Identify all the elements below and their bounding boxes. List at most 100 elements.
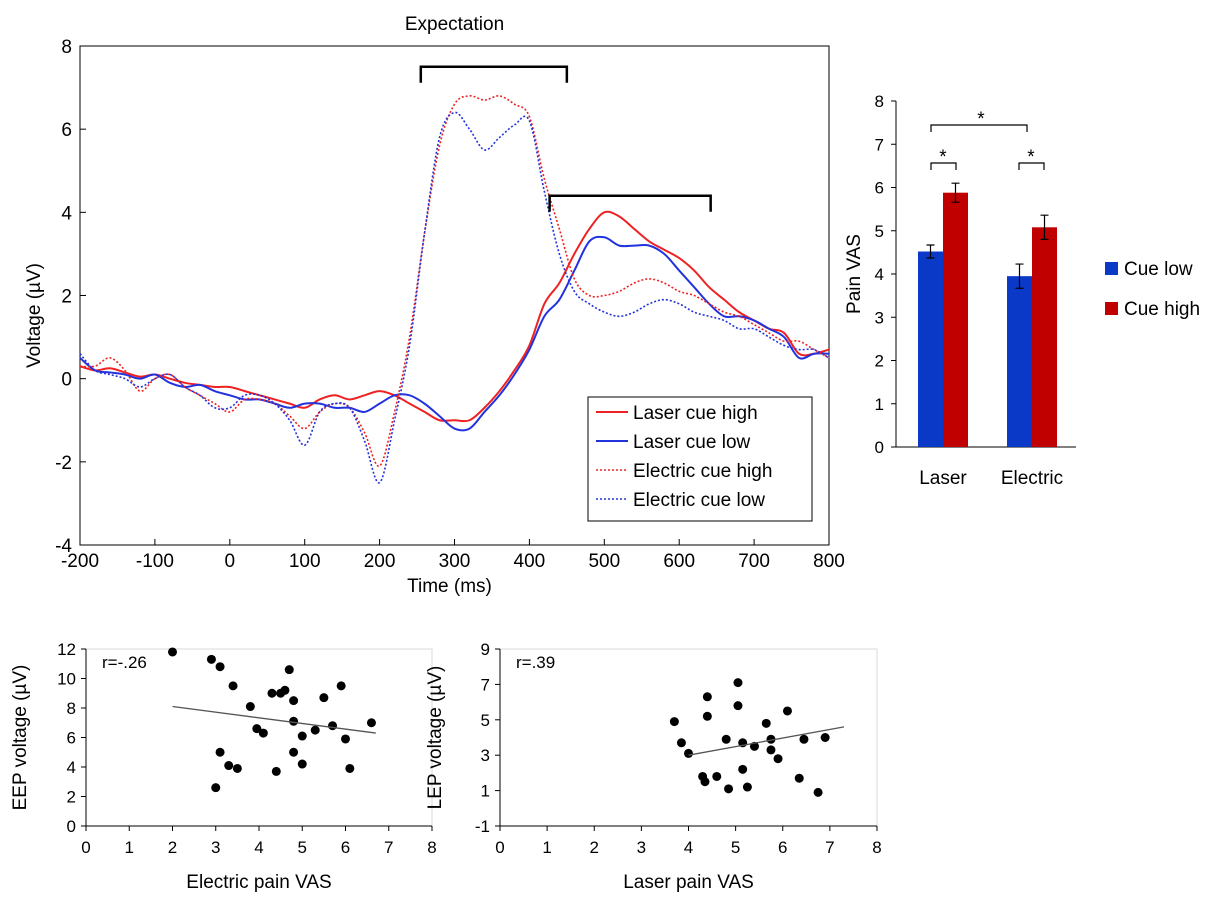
eep-data-point bbox=[345, 763, 355, 773]
bar-y-axis-label: Pain VAS bbox=[844, 234, 865, 314]
lep-data-point bbox=[813, 787, 823, 797]
lep-data-point bbox=[712, 771, 722, 781]
lep-data-point bbox=[742, 782, 752, 792]
eep-data-point bbox=[252, 724, 262, 734]
eep-data-point bbox=[336, 681, 346, 691]
bar-category-laser: Laser bbox=[919, 468, 967, 489]
lep-x-tick-label: 6 bbox=[778, 838, 787, 857]
eep-x-tick-label: 7 bbox=[384, 838, 393, 857]
bar-cue-high-electric bbox=[1032, 227, 1057, 447]
bar-cue-low-laser bbox=[918, 251, 943, 447]
bar-y-tick-label: 6 bbox=[875, 179, 884, 198]
eep-y-tick-label: 8 bbox=[67, 699, 76, 718]
lep-correlation-annotation: r=.39 bbox=[516, 653, 555, 672]
erp-time-window-bracket bbox=[548, 194, 712, 212]
legend-label-laser-cue-high: Laser cue high bbox=[633, 403, 758, 424]
bar-cue-low-electric bbox=[1007, 276, 1032, 447]
erp-series-laser-cue-low bbox=[79, 235, 830, 432]
lep-data-point bbox=[782, 706, 792, 716]
lep-x-tick-label: 8 bbox=[872, 838, 881, 857]
eep-data-point bbox=[289, 747, 299, 757]
significance-star-laser: * bbox=[939, 147, 947, 168]
bar-legend-label-cue-high: Cue high bbox=[1124, 299, 1200, 320]
bar-error-bar bbox=[926, 244, 935, 259]
lep-scatter-panel: LEP voltage (µV) Laser pain VAS r=.39 0 1… bbox=[425, 640, 882, 893]
lep-x-tick-label: 3 bbox=[637, 838, 646, 857]
erp-y-tick-label: 2 bbox=[61, 287, 72, 308]
bar-y-tick-label: 1 bbox=[875, 395, 884, 414]
bar-error-bar bbox=[1015, 263, 1024, 289]
bar-legend-label-cue-low: Cue low bbox=[1124, 259, 1193, 280]
bar-y-tick-label: 5 bbox=[875, 222, 884, 241]
bar-error-bar bbox=[1040, 214, 1049, 240]
eep-data-point bbox=[267, 688, 277, 698]
lep-x-tick-label: 4 bbox=[684, 838, 693, 857]
lep-y-tick-label: 7 bbox=[481, 675, 490, 694]
eep-x-axis-label: Electric pain VAS bbox=[186, 872, 331, 893]
erp-y-tick-label: -2 bbox=[55, 453, 72, 474]
lep-data-point bbox=[799, 734, 809, 744]
eep-trend-line bbox=[172, 705, 376, 734]
eep-x-tick-label: 8 bbox=[427, 838, 436, 857]
eep-data-point bbox=[289, 716, 299, 726]
erp-x-tick-label: 0 bbox=[225, 551, 236, 572]
lep-data-point bbox=[733, 678, 743, 688]
eep-y-tick-label: 6 bbox=[67, 729, 76, 748]
erp-time-window-bracket bbox=[419, 65, 569, 83]
eep-x-tick-label: 6 bbox=[341, 838, 350, 857]
lep-data-point bbox=[766, 734, 776, 744]
lep-data-point bbox=[702, 711, 712, 721]
lep-data-point bbox=[738, 764, 748, 774]
erp-x-axis-label: Time (ms) bbox=[407, 576, 492, 597]
erp-x-tick-label: 600 bbox=[663, 551, 695, 572]
erp-y-tick-label: -4 bbox=[55, 536, 72, 557]
eep-data-point bbox=[271, 766, 281, 776]
lep-data-point bbox=[794, 773, 804, 783]
erp-y-tick-label: 8 bbox=[61, 37, 72, 58]
legend-label-laser-cue-low: Laser cue low bbox=[633, 432, 751, 453]
eep-x-tick-label: 3 bbox=[211, 838, 220, 857]
erp-x-tick-label: -100 bbox=[136, 551, 174, 572]
significance-bracket-electric bbox=[1018, 162, 1045, 170]
eep-data-point bbox=[224, 761, 234, 771]
bar-y-tick-label: 7 bbox=[875, 135, 884, 154]
eep-data-point bbox=[228, 681, 238, 691]
eep-data-point bbox=[211, 783, 221, 793]
bar-y-tick-label: 0 bbox=[875, 438, 884, 457]
erp-panel: Expectation Voltage (µV) Time (ms) Laser… bbox=[24, 14, 845, 597]
lep-data-point bbox=[669, 717, 679, 727]
eep-y-tick-label: 2 bbox=[67, 788, 76, 807]
eep-x-tick-label: 0 bbox=[81, 838, 90, 857]
eep-data-point bbox=[168, 647, 177, 657]
bar-error-bar bbox=[951, 182, 960, 203]
significance-bracket-laser bbox=[930, 162, 957, 170]
eep-data-point bbox=[232, 763, 242, 773]
lep-data-point bbox=[724, 784, 734, 794]
eep-data-point bbox=[215, 662, 225, 672]
bar-category-electric: Electric bbox=[1001, 468, 1063, 489]
eep-y-axis-label: EEP voltage (µV) bbox=[10, 665, 31, 811]
lep-data-point bbox=[761, 718, 771, 728]
bar-y-tick-label: 2 bbox=[875, 352, 884, 371]
lep-trend-line bbox=[688, 726, 845, 756]
eep-data-point bbox=[284, 665, 294, 675]
erp-y-tick-label: 0 bbox=[61, 370, 72, 391]
eep-data-point bbox=[297, 731, 307, 741]
bar-cue-high-laser bbox=[943, 192, 968, 447]
eep-data-point bbox=[341, 734, 350, 744]
lep-y-tick-label: 5 bbox=[481, 711, 490, 730]
significance-star-modality: * bbox=[977, 109, 985, 130]
lep-data-point bbox=[684, 748, 693, 758]
lep-x-tick-label: 0 bbox=[495, 838, 504, 857]
lep-x-axis-label: Laser pain VAS bbox=[623, 872, 754, 893]
eep-x-tick-label: 4 bbox=[254, 838, 263, 857]
eep-data-point bbox=[297, 759, 307, 769]
eep-data-point bbox=[310, 725, 320, 735]
lep-data-point bbox=[676, 738, 686, 748]
lep-x-tick-label: 2 bbox=[590, 838, 599, 857]
legend-label-electric-cue-low: Electric cue low bbox=[633, 490, 765, 511]
pain-vas-bar-panel: Pain VAS Laser Electric Cue low Cue high… bbox=[844, 92, 1200, 489]
erp-x-tick-label: 700 bbox=[738, 551, 770, 572]
erp-legend: Laser cue high Laser cue low Electric cu… bbox=[587, 396, 813, 522]
